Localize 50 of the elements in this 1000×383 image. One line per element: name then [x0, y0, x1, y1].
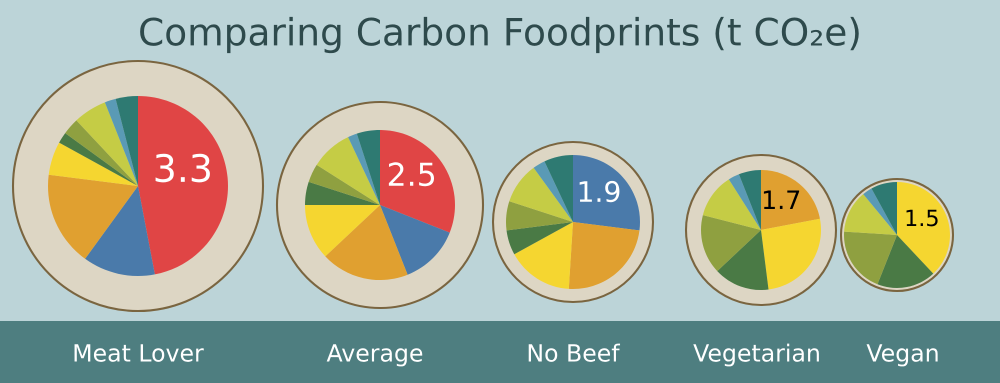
- pie-slice: [728, 174, 761, 230]
- pie-slice: [509, 168, 573, 222]
- text: Vegetarian: [693, 344, 819, 366]
- pie-slice: [48, 174, 138, 259]
- text: Vegan: [866, 344, 938, 366]
- pie-slice: [844, 232, 897, 284]
- pie-slice: [544, 155, 573, 222]
- pie-slice: [702, 179, 761, 230]
- pie-slice: [534, 161, 573, 222]
- pie-slice: [48, 142, 138, 186]
- pie-slice: [85, 186, 155, 276]
- text: Average: [326, 344, 422, 366]
- pie-slice: [717, 230, 769, 290]
- pie-slice: [138, 96, 228, 274]
- pie-slice: [871, 182, 897, 235]
- pie-slice: [738, 170, 761, 230]
- pie-slice: [568, 222, 640, 289]
- pie-slice: [506, 222, 573, 254]
- pie-slice: [877, 235, 934, 288]
- pie-slice: [573, 155, 640, 230]
- pie-slice: [701, 215, 761, 272]
- pie-slice: [348, 134, 380, 205]
- pie-slice: [305, 182, 380, 205]
- pie-slice: [308, 164, 380, 205]
- pie-slice: [356, 130, 380, 205]
- pie-slice: [761, 170, 820, 230]
- pie-slice: [305, 205, 380, 256]
- pie-slice: [761, 218, 821, 290]
- pie-slice: [325, 205, 408, 280]
- text: 1.5: [906, 210, 938, 226]
- text: Meat Lover: [74, 344, 204, 362]
- text: 2.5: [388, 162, 434, 186]
- pie-slice: [65, 120, 138, 186]
- pie-slice: [844, 194, 897, 235]
- text: No Beef: [528, 344, 620, 362]
- pie-slice: [506, 201, 573, 230]
- pie-slice: [59, 133, 138, 186]
- pie-slice: [104, 98, 138, 186]
- pie-slice: [514, 222, 573, 289]
- text: 1.7: [764, 190, 800, 209]
- pie-slice: [897, 182, 950, 274]
- text: 3.3: [156, 154, 210, 182]
- pie-slice: [380, 130, 455, 233]
- pie-slice: [863, 188, 897, 235]
- text: 1.9: [580, 180, 620, 202]
- pie-slice: [380, 205, 450, 275]
- pie-slice: [76, 102, 138, 186]
- pie-slice: [116, 96, 138, 186]
- text: Comparing Carbon Foodprints (t CO₂e): [140, 16, 859, 54]
- pie-slice: [316, 137, 380, 205]
